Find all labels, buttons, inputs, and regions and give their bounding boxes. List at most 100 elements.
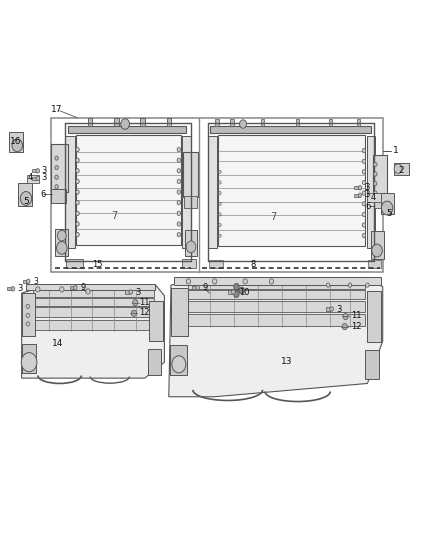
Text: 3: 3: [42, 166, 47, 175]
Bar: [183, 152, 198, 197]
Circle shape: [212, 279, 217, 284]
Circle shape: [177, 168, 180, 173]
Circle shape: [326, 283, 330, 287]
Circle shape: [232, 290, 235, 294]
Circle shape: [76, 168, 79, 173]
Circle shape: [36, 168, 40, 173]
Bar: [148, 349, 161, 375]
Bar: [188, 314, 365, 326]
Circle shape: [342, 324, 347, 330]
Circle shape: [196, 286, 199, 290]
Circle shape: [76, 179, 79, 183]
Circle shape: [60, 287, 64, 292]
Bar: [32, 176, 36, 180]
Circle shape: [133, 300, 138, 306]
Bar: [184, 196, 197, 208]
Circle shape: [219, 223, 221, 227]
Circle shape: [362, 180, 366, 184]
Circle shape: [330, 307, 333, 311]
Circle shape: [26, 322, 29, 326]
Bar: [374, 197, 386, 208]
Circle shape: [55, 184, 58, 189]
Circle shape: [55, 165, 58, 169]
Text: 13: 13: [281, 357, 293, 366]
Circle shape: [21, 353, 37, 372]
Bar: [182, 136, 191, 248]
Bar: [218, 135, 365, 246]
Bar: [114, 118, 119, 126]
Circle shape: [74, 286, 77, 290]
Text: 7: 7: [270, 212, 277, 222]
Circle shape: [362, 159, 366, 164]
Bar: [188, 281, 365, 289]
Text: 15: 15: [92, 261, 103, 269]
Bar: [10, 132, 23, 152]
Bar: [365, 350, 379, 379]
Text: 4: 4: [28, 173, 33, 182]
Text: 3: 3: [42, 173, 47, 182]
Circle shape: [177, 200, 180, 205]
Circle shape: [362, 149, 366, 153]
Circle shape: [26, 304, 29, 309]
Circle shape: [343, 313, 348, 320]
Circle shape: [243, 279, 247, 284]
Circle shape: [362, 191, 366, 195]
Text: 12: 12: [351, 321, 361, 330]
Circle shape: [11, 287, 15, 291]
Text: 6: 6: [365, 203, 371, 212]
Bar: [65, 136, 75, 248]
Circle shape: [234, 284, 239, 290]
Bar: [27, 174, 39, 182]
Bar: [328, 119, 332, 126]
Bar: [51, 189, 66, 203]
Circle shape: [55, 156, 58, 160]
Bar: [7, 287, 12, 290]
Text: 3: 3: [135, 287, 141, 296]
Circle shape: [362, 169, 366, 174]
Bar: [149, 301, 163, 341]
Bar: [367, 292, 381, 342]
Circle shape: [374, 191, 377, 195]
Circle shape: [35, 287, 40, 292]
Circle shape: [172, 356, 186, 373]
Bar: [22, 280, 27, 283]
Text: 3: 3: [336, 304, 341, 313]
Text: 12: 12: [140, 308, 150, 317]
Circle shape: [177, 232, 180, 237]
Bar: [33, 289, 153, 297]
Bar: [367, 193, 381, 201]
Circle shape: [76, 148, 79, 152]
Text: 16: 16: [11, 137, 22, 146]
Bar: [357, 119, 360, 126]
Circle shape: [57, 230, 66, 241]
Polygon shape: [169, 278, 383, 397]
Text: 5: 5: [386, 209, 392, 218]
Bar: [215, 119, 219, 126]
Circle shape: [76, 158, 79, 163]
Circle shape: [36, 176, 40, 181]
Circle shape: [374, 181, 377, 185]
Text: 2: 2: [398, 166, 404, 175]
Circle shape: [177, 211, 180, 215]
Circle shape: [186, 279, 191, 284]
Circle shape: [234, 291, 239, 297]
Circle shape: [366, 283, 369, 287]
Circle shape: [186, 241, 196, 253]
Bar: [32, 169, 36, 172]
Circle shape: [177, 222, 180, 226]
Text: 10: 10: [239, 287, 249, 296]
Bar: [210, 126, 371, 133]
Bar: [367, 136, 375, 248]
Circle shape: [177, 179, 180, 183]
Circle shape: [358, 193, 362, 198]
Bar: [354, 193, 359, 197]
Bar: [55, 229, 68, 256]
Text: 3: 3: [364, 190, 369, 199]
Circle shape: [57, 241, 67, 254]
Text: 14: 14: [52, 339, 64, 348]
Bar: [296, 119, 299, 126]
Bar: [141, 118, 145, 126]
Circle shape: [381, 201, 393, 215]
Bar: [192, 286, 196, 289]
Circle shape: [76, 211, 79, 215]
